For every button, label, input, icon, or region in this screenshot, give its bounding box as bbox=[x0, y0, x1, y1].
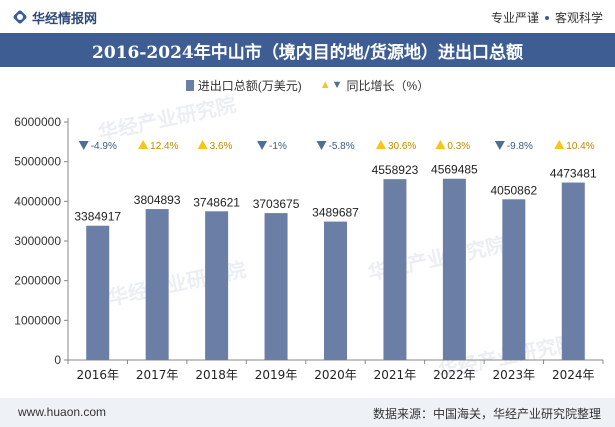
growth-label: -4.9% bbox=[91, 141, 117, 152]
bar-value-label: 4569485 bbox=[431, 163, 478, 177]
x-tick-label: 2021年 bbox=[374, 368, 417, 382]
growth-label: -5.8% bbox=[329, 141, 355, 152]
separator-dot-icon bbox=[544, 15, 549, 20]
brand-name: 华经情报网 bbox=[32, 10, 98, 26]
x-tick-label: 2017年 bbox=[136, 368, 179, 382]
brand: 华经情报网 bbox=[12, 8, 97, 26]
chart-title: 2016-2024年中山市（境内目的地/货源地）进出口总额 bbox=[0, 33, 615, 67]
bar-value-label: 4050862 bbox=[490, 183, 537, 197]
growth-up-icon bbox=[435, 140, 446, 149]
bar bbox=[205, 211, 229, 360]
x-tick-label: 2018年 bbox=[195, 368, 238, 382]
bar bbox=[145, 209, 169, 360]
bar-value-label: 3384917 bbox=[74, 210, 121, 224]
legend-item-bars: 进出口总额(万美元) bbox=[185, 77, 302, 94]
bar bbox=[502, 199, 526, 360]
y-tick-label: 6000000 bbox=[14, 115, 61, 129]
x-tick-label: 2022年 bbox=[433, 368, 476, 382]
bar-value-label: 4473481 bbox=[550, 167, 597, 181]
y-tick-label: 4000000 bbox=[14, 194, 61, 208]
growth-up-icon bbox=[197, 140, 208, 149]
bar bbox=[561, 182, 585, 360]
footer-site: www.huaon.com bbox=[18, 405, 107, 419]
y-tick-label: 2000000 bbox=[14, 274, 61, 288]
legend: 进出口总额(万美元) ▲ ▼ 同比增长（%） bbox=[0, 76, 615, 94]
legend-growth-label: 同比增长（%） bbox=[346, 78, 430, 93]
bar bbox=[383, 179, 407, 360]
bar bbox=[86, 225, 110, 360]
bar-value-label: 3804893 bbox=[134, 193, 181, 207]
growth-down-icon bbox=[494, 141, 505, 150]
x-tick-label: 2023年 bbox=[493, 368, 536, 382]
growth-triangles-icon: ▲ ▼ bbox=[319, 79, 343, 91]
growth-label: 12.4% bbox=[150, 141, 178, 152]
logo-icon bbox=[12, 9, 28, 25]
bar bbox=[264, 213, 288, 360]
growth-label: 30.6% bbox=[388, 141, 416, 152]
bar-swatch-icon bbox=[185, 79, 194, 91]
y-tick-label: 1000000 bbox=[14, 313, 61, 327]
bar-value-label: 3703675 bbox=[253, 197, 300, 211]
x-tick-label: 2020年 bbox=[314, 368, 357, 382]
bar-value-label: 3489687 bbox=[312, 206, 359, 220]
y-tick-label: 5000000 bbox=[14, 155, 61, 169]
bar-value-label: 4558923 bbox=[372, 163, 419, 177]
growth-label: 10.4% bbox=[566, 141, 594, 152]
growth-label: 3.6% bbox=[210, 141, 233, 152]
growth-up-icon bbox=[554, 140, 565, 149]
growth-label: -9.8% bbox=[507, 141, 533, 152]
footer: www.huaon.com 数据来源：中国海关，华经产业研究院整理 bbox=[0, 398, 615, 427]
x-tick-label: 2016年 bbox=[76, 368, 119, 382]
bar bbox=[324, 221, 347, 360]
tag-objective: 客观科学 bbox=[554, 11, 603, 25]
growth-label: 0.3% bbox=[447, 141, 470, 152]
growth-up-icon bbox=[375, 140, 386, 149]
bar-value-label: 3748621 bbox=[193, 195, 240, 209]
growth-down-icon bbox=[257, 141, 268, 150]
y-tick-label: 0 bbox=[54, 353, 61, 367]
growth-label: -1% bbox=[269, 141, 287, 152]
bar bbox=[442, 178, 466, 360]
tagline: 专业严谨 客观科学 bbox=[491, 9, 603, 26]
legend-bar-label: 进出口总额(万美元) bbox=[197, 78, 302, 93]
y-tick-label: 3000000 bbox=[14, 234, 61, 248]
top-bar: 华经情报网 专业严谨 客观科学 bbox=[0, 0, 615, 33]
legend-item-growth: ▲ ▼ 同比增长（%） bbox=[320, 77, 429, 94]
footer-source: 数据来源：中国海关，华经产业研究院整理 bbox=[372, 407, 601, 421]
watermark-0: 华经产业研究院 bbox=[96, 92, 238, 145]
growth-up-icon bbox=[138, 140, 149, 149]
growth-down-icon bbox=[78, 141, 89, 150]
x-tick-label: 2024年 bbox=[552, 368, 595, 382]
growth-down-icon bbox=[316, 141, 327, 150]
x-tick-label: 2019年 bbox=[255, 368, 298, 382]
tag-professional: 专业严谨 bbox=[490, 11, 539, 25]
